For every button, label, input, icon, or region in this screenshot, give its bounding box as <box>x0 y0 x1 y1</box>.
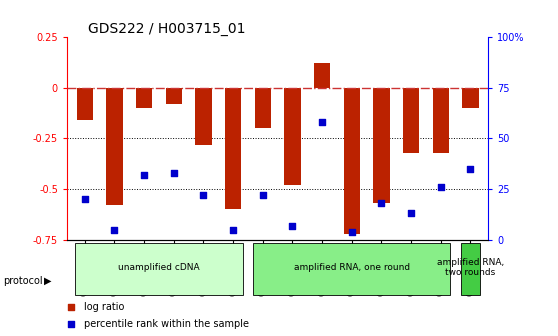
Bar <box>461 243 480 295</box>
Point <box>229 227 238 233</box>
Point <box>258 193 267 198</box>
Point <box>199 193 208 198</box>
Bar <box>432 88 449 153</box>
Bar <box>106 88 123 205</box>
Point <box>318 120 326 125</box>
Bar <box>314 64 330 88</box>
Text: percentile rank within the sample: percentile rank within the sample <box>84 319 249 329</box>
Text: unamplified cDNA: unamplified cDNA <box>118 263 200 272</box>
Point <box>436 184 445 190</box>
Bar <box>76 88 93 120</box>
Point <box>67 304 76 309</box>
Bar <box>254 88 271 128</box>
Point <box>169 170 178 176</box>
Bar <box>253 243 450 295</box>
Bar <box>344 88 360 234</box>
Bar <box>195 88 211 144</box>
Bar <box>403 88 419 153</box>
Bar <box>166 88 182 104</box>
Point <box>407 211 416 216</box>
Point <box>80 197 89 202</box>
Bar <box>373 88 389 203</box>
Text: amplified RNA,
two rounds: amplified RNA, two rounds <box>437 258 504 278</box>
Bar <box>75 243 243 295</box>
Point <box>466 166 475 172</box>
Text: GDS222 / H003715_01: GDS222 / H003715_01 <box>88 22 246 36</box>
Point <box>377 201 386 206</box>
Point <box>347 229 356 235</box>
Text: amplified RNA, one round: amplified RNA, one round <box>294 263 410 272</box>
Text: protocol: protocol <box>3 276 42 286</box>
Bar <box>136 88 152 108</box>
Bar <box>225 88 241 209</box>
Text: ▶: ▶ <box>44 276 51 286</box>
Bar <box>462 88 479 108</box>
Text: log ratio: log ratio <box>84 301 124 311</box>
Bar <box>284 88 301 185</box>
Point <box>110 227 119 233</box>
Point <box>288 223 297 228</box>
Point <box>140 172 148 178</box>
Point <box>67 321 76 327</box>
